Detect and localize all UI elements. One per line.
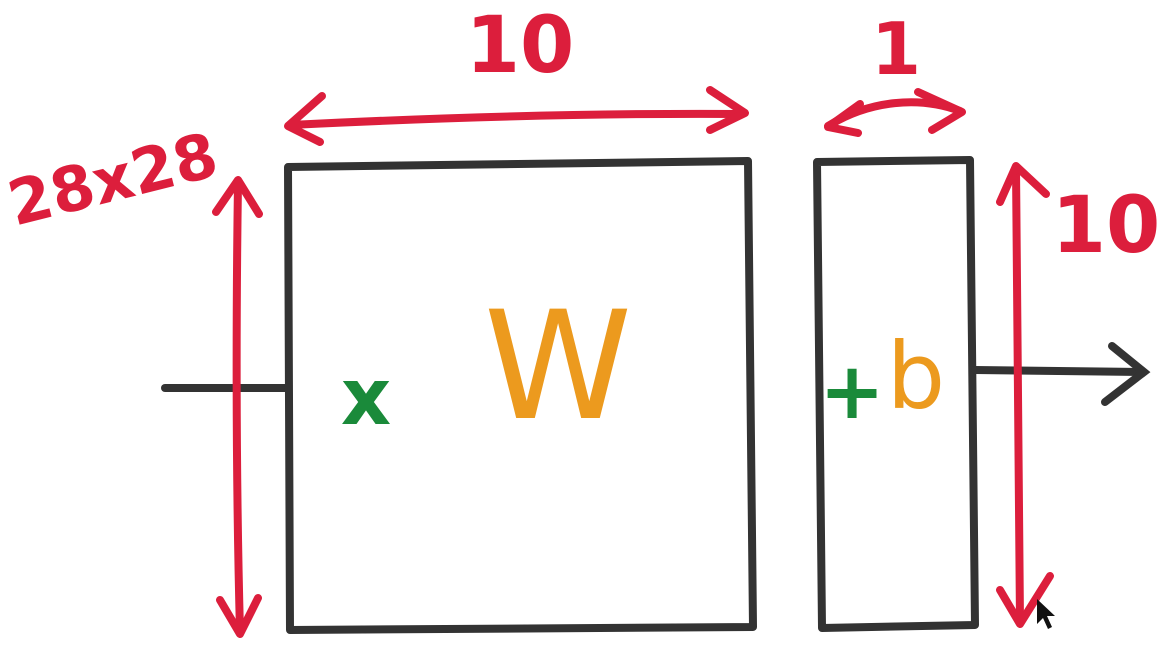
input-size-arrow-bottom-head	[216, 594, 262, 638]
weights-width-arrow-left-head	[284, 92, 326, 146]
weights-width-arrow-right-head	[706, 86, 749, 134]
bias-width-arrow-right-head	[914, 88, 966, 134]
output-size-arrow-bottom-head	[996, 572, 1054, 628]
output-size-label: 10	[1052, 181, 1161, 271]
weights-symbol: W	[484, 280, 632, 454]
bias-width-label: 1	[871, 7, 921, 91]
output-size-arrow-top-head	[996, 162, 1050, 206]
weights-matrix-box	[284, 157, 757, 634]
bias-symbol: b	[887, 323, 945, 430]
weights-width-label: 10	[466, 1, 575, 91]
input-size-arrow	[232, 178, 244, 636]
output-size-arrow	[1012, 164, 1024, 626]
mouse-pointer-icon	[1037, 599, 1055, 629]
output-wire	[971, 366, 1146, 376]
input-size-arrow-top-head	[212, 176, 263, 218]
input-size-label: 28x28	[1, 118, 225, 240]
bias-vector-box	[813, 156, 979, 632]
weights-width-arrow	[286, 109, 746, 129]
plus-symbol: +	[819, 347, 884, 437]
output-arrow-head	[1101, 342, 1151, 406]
input-symbol: x	[341, 353, 391, 443]
bias-width-arrow-left-head	[824, 100, 864, 137]
